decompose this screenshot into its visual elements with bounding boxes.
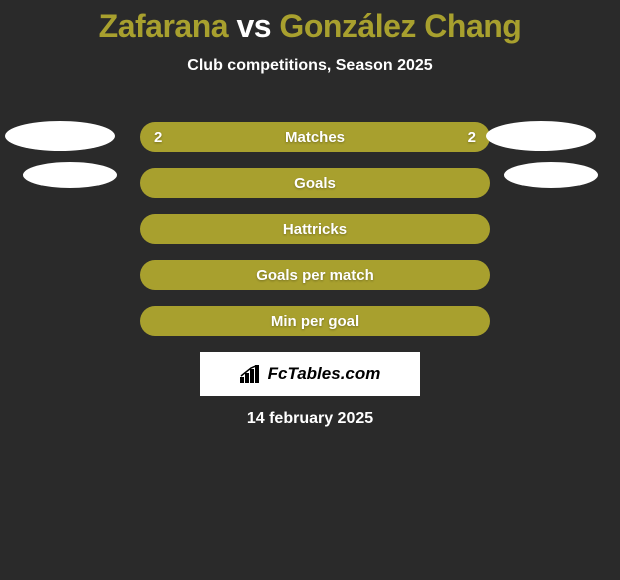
stat-label: Goals per match	[256, 267, 374, 284]
stat-row: Hattricks	[0, 214, 620, 244]
player1-photo-placeholder	[5, 121, 115, 151]
stat-pill: Goals	[140, 168, 490, 198]
chart-icon	[240, 365, 262, 383]
footer-logo: FcTables.com	[200, 352, 420, 396]
footer-logo-text: FcTables.com	[268, 364, 381, 384]
stat-label: Min per goal	[271, 313, 359, 330]
stat-label: Hattricks	[283, 221, 347, 238]
stat-value-right: 2	[468, 129, 476, 146]
stat-pill: Min per goal	[140, 306, 490, 336]
stat-row: Min per goal	[0, 306, 620, 336]
stat-value-left: 2	[154, 129, 162, 146]
stat-pill: Hattricks	[140, 214, 490, 244]
player2-photo-placeholder	[486, 121, 596, 151]
player2-name: González Chang	[279, 8, 521, 44]
stat-pill: Goals per match	[140, 260, 490, 290]
player2-photo-placeholder	[504, 162, 598, 188]
comparison-title: Zafarana vs González Chang	[0, 0, 620, 45]
stat-label: Goals	[294, 175, 336, 192]
footer-date: 14 february 2025	[0, 410, 620, 428]
stat-label: Matches	[285, 129, 345, 146]
stat-row: Goals per match	[0, 260, 620, 290]
player1-photo-placeholder	[23, 162, 117, 188]
subtitle: Club competitions, Season 2025	[0, 57, 620, 75]
player1-name: Zafarana	[99, 8, 228, 44]
vs-text: vs	[236, 8, 271, 44]
stat-pill: Matches 2 2	[140, 122, 490, 152]
